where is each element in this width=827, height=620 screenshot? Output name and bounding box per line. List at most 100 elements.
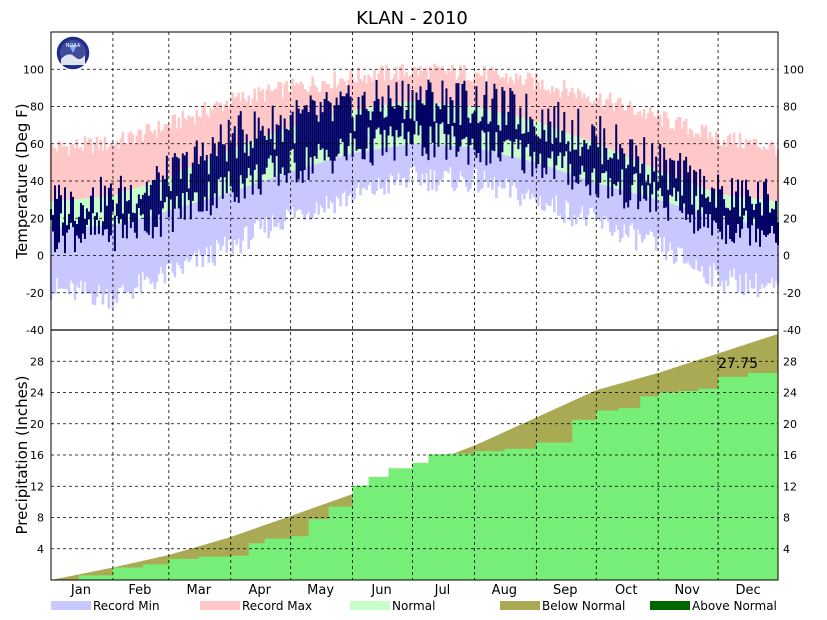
record-min-bar	[171, 209, 175, 273]
record-max-bar	[481, 75, 484, 109]
record-min-bar	[55, 227, 59, 279]
record-max-bar	[660, 126, 664, 172]
record-max-bar	[447, 69, 450, 105]
record-min-bar	[668, 203, 672, 243]
record-min-bar	[315, 163, 318, 203]
normal-bar	[760, 199, 764, 226]
record-min-bar	[103, 225, 107, 295]
record-min-bar	[223, 193, 227, 237]
record-min-bar	[562, 171, 566, 223]
record-max-bar	[63, 146, 67, 201]
record-max-bar	[684, 119, 688, 182]
record-min-bar	[361, 151, 364, 189]
normal-bar	[738, 196, 742, 222]
record-max-bar	[732, 132, 736, 197]
record-max-bar	[329, 88, 332, 117]
record-min-bar	[319, 162, 322, 206]
normal-bar	[187, 168, 191, 205]
record-max-bar	[247, 95, 251, 143]
record-max-bar	[676, 116, 680, 178]
record-max-bar	[648, 106, 652, 167]
normal-bar	[269, 134, 272, 179]
record-max-bar	[467, 79, 470, 106]
precip-tick-right: 4	[783, 543, 790, 556]
record-min-bar	[610, 187, 614, 236]
record-max-bar	[199, 117, 203, 163]
record-min-bar	[313, 164, 316, 214]
record-min-bar	[670, 203, 674, 250]
record-max-bar	[83, 136, 87, 199]
record-min-bar	[235, 190, 239, 245]
record-max-bar	[487, 69, 490, 110]
record-min-bar	[561, 171, 564, 220]
record-max-bar	[521, 84, 524, 119]
record-max-bar	[367, 74, 370, 108]
record-min-bar	[632, 193, 636, 230]
legend: Record Min Record Max Normal Below Normal Ab…	[51, 599, 777, 613]
record-min-bar	[105, 225, 109, 289]
record-max-bar	[748, 139, 752, 199]
record-max-bar	[353, 81, 356, 110]
record-min-bar	[301, 168, 304, 215]
normal-bar	[728, 195, 732, 221]
record-max-bar	[449, 72, 452, 105]
record-min-bar	[331, 159, 334, 204]
record-max-bar	[726, 135, 730, 196]
record-min-bar	[157, 213, 161, 275]
record-min-bar	[287, 172, 290, 212]
record-max-bar	[529, 73, 532, 120]
record-min-bar	[155, 213, 159, 283]
record-min-bar	[746, 222, 750, 294]
record-max-bar	[489, 70, 492, 111]
record-max-bar	[696, 133, 700, 186]
record-max-bar	[451, 64, 454, 105]
record-max-bar	[181, 110, 185, 171]
record-max-bar	[99, 139, 103, 197]
record-max-bar	[756, 146, 760, 200]
record-max-bar	[151, 133, 155, 183]
temp-tick-right: 40	[783, 175, 797, 188]
record-max-bar	[547, 89, 550, 126]
record-max-bar	[668, 128, 672, 175]
record-max-bar	[710, 136, 714, 192]
record-min-bar	[355, 152, 358, 188]
record-min-bar	[716, 218, 720, 274]
record-max-bar	[674, 119, 678, 178]
normal-bar	[726, 195, 730, 220]
record-min-bar	[131, 220, 135, 299]
record-min-bar	[327, 160, 330, 209]
record-min-bar	[267, 179, 270, 239]
record-min-bar	[97, 226, 101, 285]
record-max-bar	[213, 103, 217, 157]
record-max-bar	[574, 98, 578, 137]
record-min-bar	[65, 227, 69, 290]
record-min-bar	[714, 217, 718, 271]
record-min-bar	[493, 152, 496, 178]
record-max-bar	[690, 130, 694, 184]
record-max-bar	[165, 124, 169, 178]
record-max-bar	[389, 80, 392, 105]
record-max-bar	[642, 108, 646, 164]
record-min-bar	[654, 199, 658, 251]
record-max-bar	[730, 143, 734, 196]
record-max-bar	[770, 141, 774, 201]
normal-bar	[652, 168, 656, 199]
temp-tick-right: 0	[783, 250, 790, 263]
month-label: May	[307, 583, 334, 598]
chart-title: KLAN - 2010	[356, 8, 468, 29]
normal-bar	[67, 199, 71, 228]
record-min-bar	[509, 156, 512, 198]
record-max-bar	[331, 87, 334, 116]
plot-frame	[50, 31, 779, 581]
normal-bar	[131, 189, 135, 221]
record-max-bar	[153, 129, 157, 182]
record-min-bar	[497, 153, 500, 187]
record-max-bar	[409, 75, 412, 102]
record-min-bar	[730, 220, 734, 278]
record-min-bar	[275, 176, 278, 227]
record-max-bar	[720, 145, 724, 195]
record-min-bar	[369, 150, 372, 180]
record-min-bar	[469, 147, 472, 189]
record-max-bar	[321, 81, 324, 119]
temp-tick-left: 0	[37, 250, 44, 263]
